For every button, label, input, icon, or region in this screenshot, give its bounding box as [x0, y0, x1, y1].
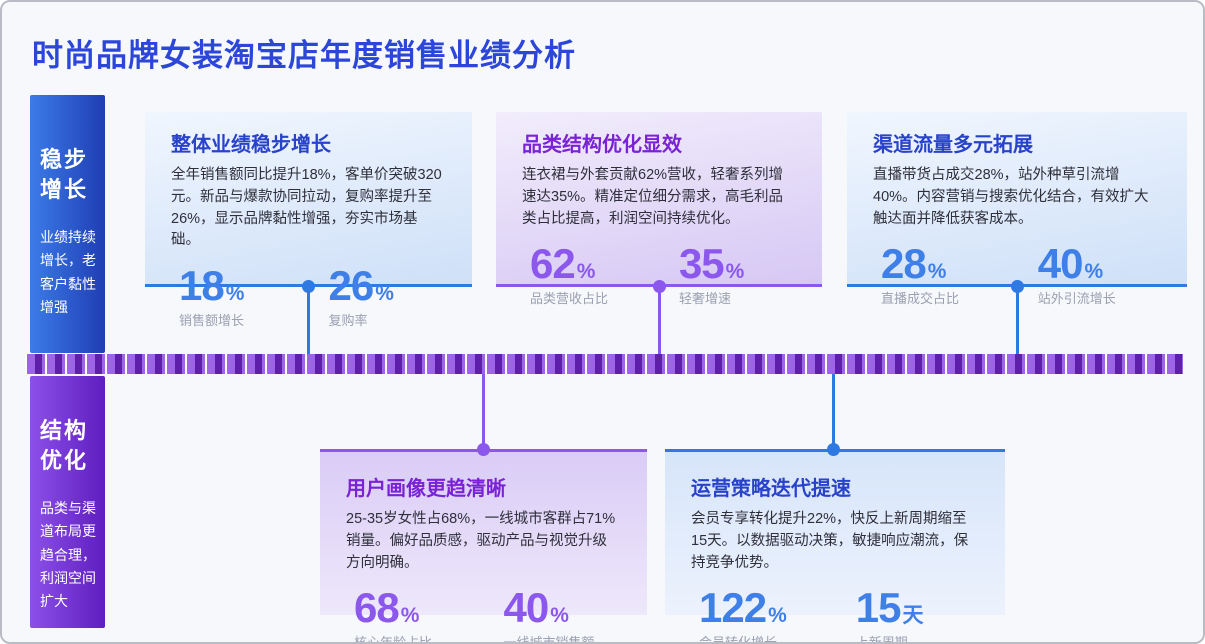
card-body: 直播带货占成交28%，站外种草引流增40%。内容营销与搜索优化结合，有效扩大触达… [873, 167, 1149, 227]
stat-suffix: % [375, 282, 394, 305]
card-category-structure: 品类结构优化显效 连衣裙与外套贡献62%营收，轻奢系列增速达35%。精准定位细分… [496, 112, 822, 306]
phase-ribbon-steady-growth: 稳步增长 业绩持续增长，老客户黏性增强 [30, 95, 105, 353]
connector-dot [302, 280, 315, 293]
card-title: 运营策略迭代提速 [691, 478, 851, 500]
stat-value: 68 [354, 584, 400, 632]
stat-suffix: % [768, 604, 787, 628]
stat-suffix: % [576, 260, 596, 284]
connector-dot [827, 443, 840, 456]
card-user-profile: 用户画像更趋清晰 25-35岁女性占68%，一线城市客群占71%销量。偏好品质感… [320, 449, 647, 642]
stat-suffix: % [1084, 260, 1104, 284]
card-stats: 28% 直播成交占比 40% 站外引流增长 [873, 243, 1161, 307]
stat-label: 会员转化增长 [699, 635, 778, 644]
stat-core-age-share: 68% 核心年龄占比 [354, 584, 504, 644]
card-stats: 18% 销售额增长 26% 复购率 [171, 265, 446, 329]
stat-value: 26 [328, 262, 375, 309]
card-overall-performance: 整体业绩稳步增长 全年销售额同比提升18%，客单价突破320元。新品与爆款协同拉… [145, 112, 472, 328]
stat-label: 品类营收占比 [530, 291, 609, 307]
stat-label: 销售额增长 [179, 313, 245, 328]
page-title: 时尚品牌女装淘宝店年度销售业绩分析 [32, 38, 576, 73]
stat-light-luxury-growth: 35% 轻奢增速 [679, 243, 796, 307]
card-channel-traffic: 渠道流量多元拓展 直播带货占成交28%，站外种草引流增40%。内容营销与搜索优化… [847, 112, 1187, 306]
stat-value: 15 [855, 584, 902, 632]
stat-livestream-share: 28% 直播成交占比 [881, 243, 1038, 307]
stat-repurchase-rate: 26% 复购率 [329, 265, 446, 329]
connector-line [482, 374, 485, 449]
stat-suffix: % [927, 260, 947, 284]
card-body: 会员专享转化提升22%，快反上新周期缩至15天。以数据驱动决策，敏捷响应潮流，保… [691, 511, 969, 571]
stat-suffix: % [225, 282, 245, 305]
stat-sales-growth: 18% 销售额增长 [179, 265, 329, 329]
card-stats: 68% 核心年龄占比 40% 一线城市销售额 [346, 584, 621, 644]
card-body: 全年销售额同比提升18%，客单价突破320元。新品与爆款协同拉动，复购率提升至2… [171, 167, 442, 249]
card-title: 渠道流量多元拓展 [873, 134, 1033, 156]
connector-dot [653, 280, 666, 293]
stat-label: 轻奢增速 [678, 291, 731, 307]
connector-line [307, 288, 310, 354]
stat-label: 一线城市销售额 [503, 635, 595, 644]
stat-offsite-traffic-growth: 40% 站外引流增长 [1038, 243, 1161, 307]
stat-value: 40 [1037, 240, 1084, 288]
connector-line [658, 288, 661, 354]
card-stats: 122% 会员转化增长 15天 上新周期 [691, 584, 979, 644]
stat-suffix: % [400, 604, 420, 628]
phase-heading: 稳步增长 [40, 147, 89, 202]
card-stats: 62% 品类营收占比 35% 轻奢增速 [522, 243, 796, 307]
connector-dot [1011, 280, 1024, 293]
stat-value: 40 [503, 584, 550, 632]
stat-member-conversion-growth: 122% 会员转化增长 [699, 584, 856, 644]
stat-suffix: 天 [902, 604, 924, 628]
stat-value: 18 [179, 262, 225, 309]
card-operations-strategy: 运营策略迭代提速 会员专享转化提升22%，快反上新周期缩至15天。以数据驱动决策… [665, 449, 1005, 642]
stat-category-revenue-share: 62% 品类营收占比 [530, 243, 679, 307]
stat-value: 122 [699, 584, 767, 632]
phase-description: 品类与渠道布局更趋合理，利润空间扩大 [40, 500, 96, 609]
stat-new-product-cycle: 15天 上新周期 [855, 584, 979, 644]
stat-label: 站外引流增长 [1037, 291, 1116, 307]
phase-ribbon-structure-optimization: 结构优化 品类与渠道布局更趋合理，利润空间扩大 [30, 376, 105, 628]
card-body: 连衣裙与外套贡献62%营收，轻奢系列增速达35%。精准定位细分需求，高毛利品类占… [522, 167, 784, 227]
stat-suffix: % [550, 604, 569, 628]
stat-label: 复购率 [328, 313, 368, 328]
stat-value: 35 [678, 240, 725, 288]
phase-description: 业绩持续增长，老客户黏性增强 [40, 229, 96, 315]
card-body: 25-35岁女性占68%，一线城市客群占71%销量。偏好品质感，驱动产品与视觉升… [346, 511, 616, 571]
card-title: 整体业绩稳步增长 [171, 134, 331, 156]
phase-heading: 结构优化 [40, 418, 89, 473]
stat-value: 62 [530, 240, 576, 288]
stat-suffix: % [725, 260, 745, 284]
connector-line [832, 374, 835, 449]
stat-label: 直播成交占比 [881, 291, 960, 307]
connector-dot [477, 443, 490, 456]
connector-line [1016, 288, 1019, 354]
stat-value: 28 [881, 240, 927, 288]
stat-tier1-city-sales: 40% 一线城市销售额 [503, 584, 621, 644]
stat-label: 核心年龄占比 [354, 635, 433, 644]
card-title: 用户画像更趋清晰 [346, 478, 506, 500]
stat-label: 上新周期 [855, 635, 908, 644]
card-title: 品类结构优化显效 [522, 134, 682, 156]
timeline-band [25, 354, 1183, 374]
